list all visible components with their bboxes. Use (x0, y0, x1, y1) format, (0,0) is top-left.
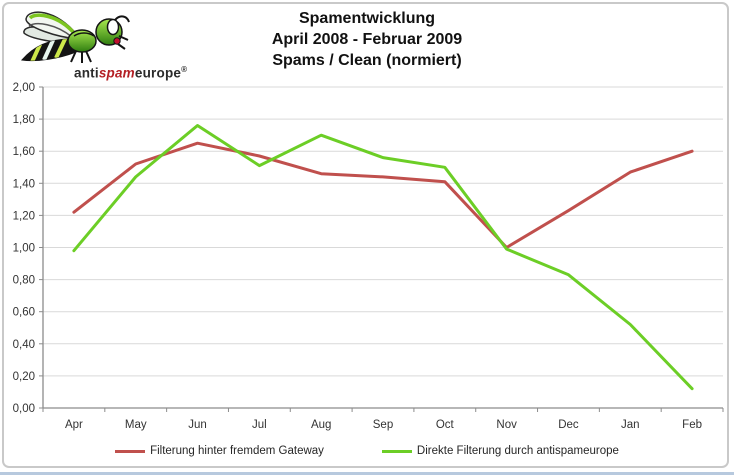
antispameurope-logo: antispameurope® (16, 6, 187, 84)
x-axis-label: Apr (65, 419, 83, 431)
brand-spam: spam (98, 65, 135, 81)
brand-europe: europe (134, 65, 182, 81)
y-axis-label: 1,00 (13, 243, 35, 255)
brand-anti: anti (74, 65, 99, 81)
x-axis-label: Dec (558, 419, 579, 431)
y-axis-label: 1,80 (13, 114, 35, 126)
y-axis-label: 1,20 (13, 210, 35, 222)
chart-title-line2: April 2008 - Februar 2009 (271, 31, 463, 48)
y-axis-label: 0,80 (13, 275, 35, 287)
legend-item-gateway: Filterung hinter fremdem Gateway (115, 445, 324, 457)
chart-frame-border (2, 2, 729, 468)
chart-legend: Filterung hinter fremdem Gateway Direkte… (0, 445, 734, 457)
wasp-icon (21, 11, 130, 63)
registered-mark-icon: ® (181, 65, 188, 74)
chart-title-line3: Spams / Clean (normiert) (272, 52, 462, 69)
y-axis-label: 0,00 (13, 403, 35, 415)
legend-item-antispameurope: Direkte Filterung durch antispameurope (381, 445, 619, 457)
y-axis-label: 1,40 (13, 178, 35, 190)
series-line-antispameurope (72, 124, 694, 391)
y-axis-label: 0,60 (13, 307, 35, 319)
chart-title: Spamentwicklung April 2008 - Februar 200… (0, 8, 734, 71)
x-axis-label: Jan (621, 419, 640, 431)
legend-swatch-green-line (381, 449, 412, 453)
legend-label-gateway: Filterung hinter fremdem Gateway (150, 445, 324, 457)
x-axis-label: Sep (373, 419, 393, 431)
x-axis-label: Nov (496, 419, 517, 431)
x-axis-label: Jul (252, 419, 267, 431)
brand-wordmark: antispameurope® (74, 65, 187, 81)
window-bottom-edge (0, 472, 734, 475)
y-axis-label: 0,40 (13, 339, 35, 351)
y-axis-label: 1,60 (13, 146, 35, 158)
x-axis-label: May (125, 419, 147, 431)
x-axis-label: Aug (311, 419, 331, 431)
x-axis-label: Jun (188, 419, 207, 431)
legend-swatch-red-line (115, 449, 146, 453)
legend-label-antispameurope: Direkte Filterung durch antispameurope (416, 445, 619, 457)
chart-title-line1: Spamentwicklung (298, 10, 436, 27)
x-axis-label: Oct (436, 419, 455, 431)
x-axis-label: Feb (682, 419, 702, 431)
y-axis-label: 2,00 (13, 82, 35, 94)
y-axis-label: 0,20 (13, 371, 35, 383)
series-line-fremdes-gateway (72, 141, 694, 249)
